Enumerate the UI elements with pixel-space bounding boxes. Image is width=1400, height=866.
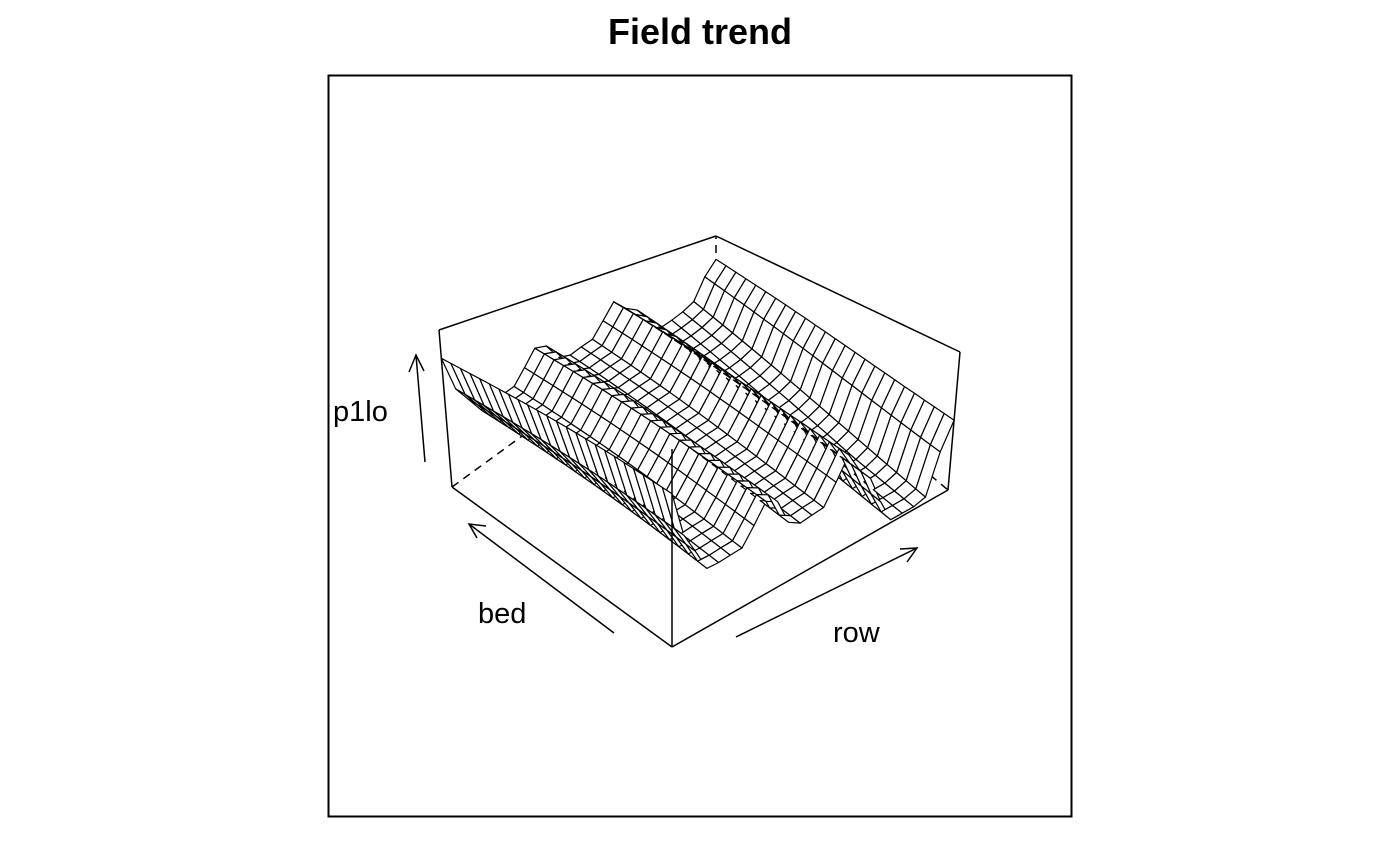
bounding-box-front [438, 329, 961, 648]
z-axis-label: p1lo [333, 396, 388, 428]
bed-axis-label: bed [478, 598, 526, 630]
row-axis-label: row [833, 617, 881, 649]
surface-mesh [440, 258, 955, 570]
box-edge [451, 486, 673, 648]
box-edge [947, 351, 961, 491]
z-axis-arrow [408, 353, 426, 463]
box-edge [671, 489, 949, 648]
row-axis-arrow [735, 547, 919, 638]
box-edge [438, 235, 717, 331]
plot-frame [327, 74, 1073, 818]
box-edge [715, 235, 961, 353]
chart-title: Field trend [608, 11, 792, 52]
bed-axis-arrow [467, 523, 615, 634]
box-edge [438, 329, 453, 488]
